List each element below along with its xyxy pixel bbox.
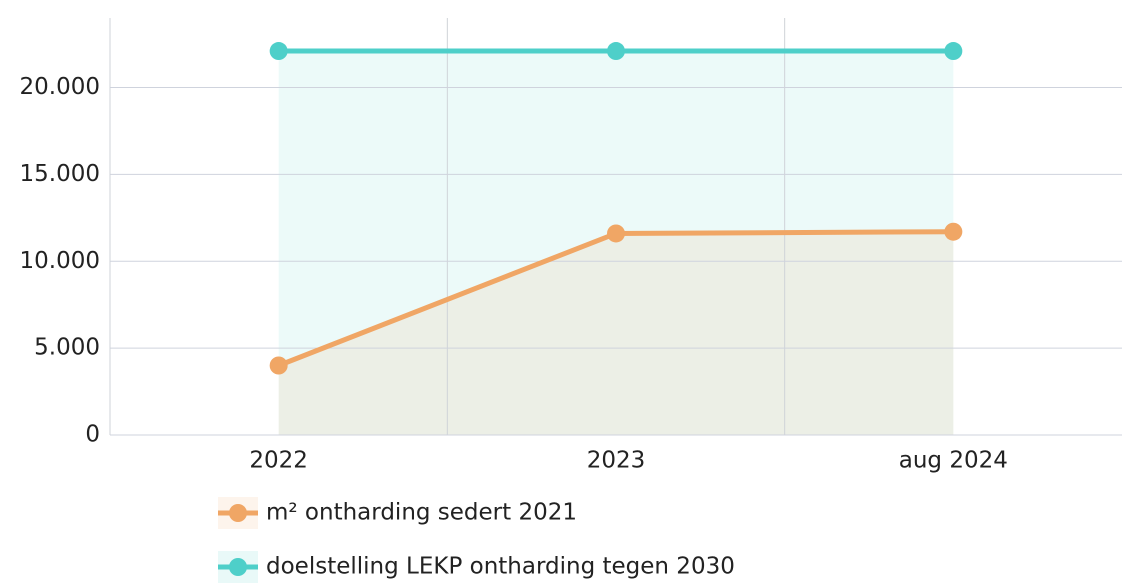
legend-swatch-dot: [229, 558, 247, 576]
point: [269, 42, 288, 61]
y-tick-label: 15.000: [20, 161, 100, 187]
x-tick-label: 2023: [587, 448, 646, 474]
x-tick-label: aug 2024: [899, 448, 1008, 474]
legend-label: doelstelling LEKP ontharding tegen 2030: [266, 554, 735, 580]
x-tick-label: 2022: [249, 448, 308, 474]
legend-label: m² ontharding sedert 2021: [266, 500, 577, 526]
y-tick-label: 5.000: [34, 335, 100, 361]
y-tick-label: 20.000: [20, 74, 100, 100]
point: [607, 42, 625, 61]
y-tick-label: 0: [85, 422, 100, 448]
legend-item: doelstelling LEKP ontharding tegen 2030: [218, 551, 735, 583]
y-tick-label: 10.000: [20, 248, 100, 274]
legend-swatch-dot: [229, 504, 247, 522]
legend-item: m² ontharding sedert 2021: [218, 497, 577, 529]
point: [944, 222, 963, 241]
point: [269, 356, 288, 375]
point: [944, 42, 963, 61]
point: [607, 224, 625, 243]
